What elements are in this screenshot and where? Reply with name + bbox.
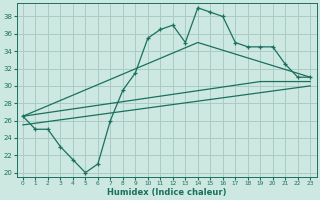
X-axis label: Humidex (Indice chaleur): Humidex (Indice chaleur) bbox=[107, 188, 226, 197]
